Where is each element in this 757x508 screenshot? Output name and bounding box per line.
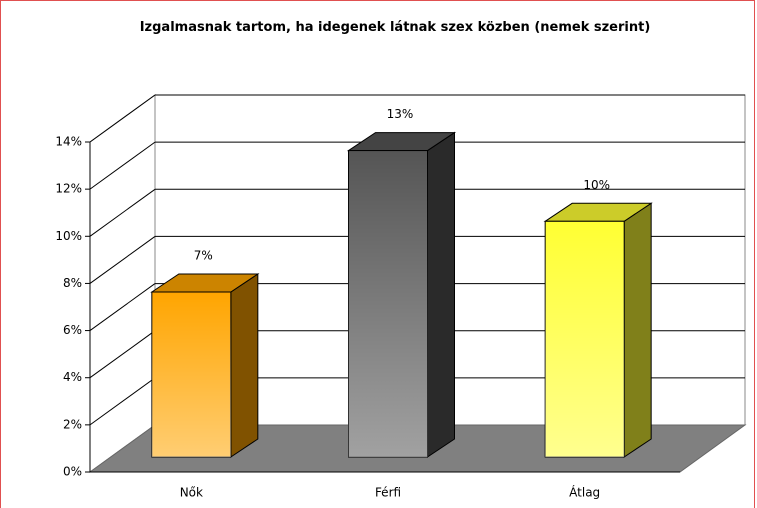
y-tick-label: 8% bbox=[63, 276, 82, 290]
x-tick-label: Átlag bbox=[569, 485, 600, 500]
value-label: 7% bbox=[194, 249, 213, 263]
grid-line bbox=[89, 94, 156, 143]
y-tick-label: 12% bbox=[55, 182, 82, 196]
bar-shade bbox=[545, 221, 625, 457]
chart-title: Izgalmasnak tartom, ha idegenek látnak s… bbox=[139, 20, 651, 35]
y-tick-label: 4% bbox=[63, 370, 82, 384]
y-tick-label: 6% bbox=[63, 323, 82, 337]
value-label: 13% bbox=[387, 107, 414, 121]
grid-line bbox=[89, 377, 156, 426]
y-tick-label: 10% bbox=[55, 229, 82, 243]
bar-shade bbox=[348, 150, 428, 458]
grid-line bbox=[89, 141, 156, 190]
bar-side bbox=[230, 273, 259, 458]
bar-shade bbox=[151, 292, 231, 457]
y-tick-label: 2% bbox=[63, 417, 82, 431]
side-wall bbox=[89, 94, 156, 473]
x-tick-label: Nők bbox=[180, 486, 203, 500]
bar-side bbox=[427, 131, 455, 458]
y-tick-label: 14% bbox=[55, 135, 82, 149]
value-label: 10% bbox=[583, 178, 610, 192]
grid-line bbox=[89, 188, 156, 237]
y-tick-label: 0% bbox=[63, 465, 82, 479]
bar-side bbox=[623, 202, 652, 458]
grid-line bbox=[89, 236, 156, 284]
grid-line bbox=[89, 283, 156, 331]
grid-line bbox=[89, 330, 156, 379]
x-tick-label: Férfi bbox=[375, 486, 401, 500]
